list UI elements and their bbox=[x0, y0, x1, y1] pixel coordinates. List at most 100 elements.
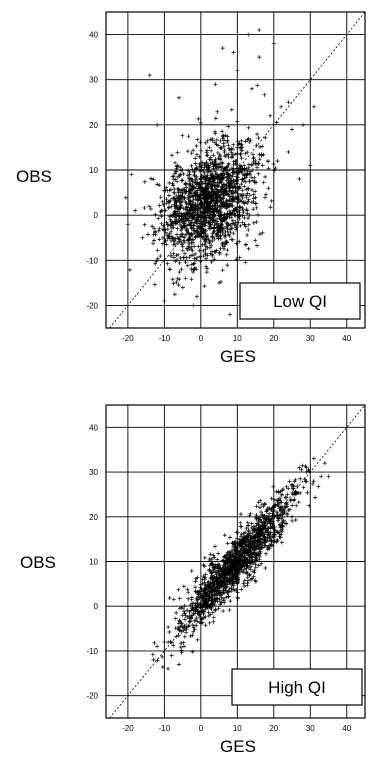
data-point bbox=[222, 600, 227, 605]
data-point bbox=[226, 232, 231, 237]
data-point bbox=[233, 189, 238, 194]
data-point bbox=[182, 617, 187, 622]
data-point bbox=[219, 225, 224, 230]
data-point bbox=[266, 532, 271, 537]
data-point bbox=[167, 596, 172, 601]
data-point bbox=[225, 134, 230, 139]
data-point bbox=[231, 583, 236, 588]
data-point bbox=[213, 140, 218, 145]
data-point bbox=[271, 535, 276, 540]
data-point bbox=[215, 216, 220, 221]
data-point bbox=[239, 143, 244, 148]
data-point bbox=[278, 498, 283, 503]
data-point bbox=[174, 169, 179, 174]
data-point bbox=[216, 211, 221, 216]
data-point-outlier bbox=[275, 158, 280, 163]
data-point bbox=[211, 619, 216, 624]
data-point bbox=[282, 509, 287, 514]
data-point bbox=[204, 270, 209, 275]
data-point bbox=[172, 190, 177, 195]
data-point bbox=[249, 552, 254, 557]
data-point-outlier bbox=[155, 122, 160, 127]
data-point bbox=[254, 143, 259, 148]
data-point bbox=[155, 182, 160, 187]
data-point bbox=[152, 640, 157, 645]
data-point bbox=[237, 163, 242, 168]
data-point bbox=[201, 190, 206, 195]
data-point bbox=[213, 607, 218, 612]
data-point bbox=[178, 256, 183, 261]
data-point bbox=[227, 607, 232, 612]
data-point bbox=[254, 201, 258, 206]
data-point bbox=[254, 220, 259, 225]
data-point bbox=[247, 573, 252, 578]
data-point bbox=[160, 664, 165, 669]
data-point bbox=[196, 116, 201, 121]
data-point bbox=[236, 549, 241, 554]
data-point-outlier bbox=[176, 662, 181, 667]
data-point bbox=[207, 190, 212, 195]
data-point bbox=[217, 195, 222, 200]
data-point bbox=[207, 563, 212, 568]
data-point bbox=[181, 187, 186, 192]
data-point bbox=[246, 222, 251, 227]
data-point-outlier bbox=[304, 470, 309, 475]
data-point bbox=[174, 217, 179, 222]
data-point bbox=[223, 190, 228, 195]
data-point bbox=[191, 240, 196, 245]
data-point bbox=[270, 543, 275, 548]
data-point bbox=[221, 200, 226, 205]
data-point bbox=[194, 267, 199, 272]
data-point bbox=[233, 569, 238, 574]
data-point bbox=[248, 539, 253, 544]
data-point bbox=[256, 161, 261, 166]
data-point bbox=[181, 584, 186, 589]
data-point bbox=[253, 535, 258, 540]
data-point bbox=[177, 237, 182, 242]
data-point bbox=[217, 597, 222, 602]
data-point bbox=[243, 557, 248, 562]
data-point bbox=[249, 175, 254, 180]
data-point bbox=[238, 223, 243, 228]
data-point bbox=[210, 208, 215, 213]
data-point bbox=[202, 197, 207, 202]
data-point bbox=[255, 165, 260, 170]
data-point bbox=[183, 216, 188, 221]
data-point bbox=[191, 261, 196, 266]
data-point bbox=[248, 559, 253, 564]
data-point bbox=[228, 194, 233, 199]
data-point bbox=[181, 213, 186, 218]
data-point bbox=[253, 579, 258, 584]
data-point bbox=[275, 512, 280, 517]
data-point bbox=[192, 228, 197, 233]
data-point bbox=[235, 579, 240, 584]
data-point bbox=[150, 224, 155, 229]
x-tick-label: 10 bbox=[233, 334, 242, 343]
data-point bbox=[235, 139, 240, 144]
data-point bbox=[262, 92, 267, 97]
data-point bbox=[220, 161, 225, 166]
data-point bbox=[186, 237, 191, 242]
data-point bbox=[215, 208, 220, 213]
data-point bbox=[289, 482, 294, 487]
data-point bbox=[293, 517, 298, 522]
data-point bbox=[238, 169, 243, 174]
data-point bbox=[255, 212, 260, 217]
data-point bbox=[205, 602, 210, 607]
data-point bbox=[196, 244, 201, 249]
data-point bbox=[210, 238, 215, 243]
data-point bbox=[180, 244, 185, 249]
data-point bbox=[192, 207, 197, 212]
data-point bbox=[225, 573, 230, 578]
data-point-outlier bbox=[300, 122, 305, 127]
data-point bbox=[190, 248, 195, 253]
data-point bbox=[290, 486, 295, 491]
data-point bbox=[209, 586, 214, 591]
data-point bbox=[229, 568, 234, 573]
y-tick-label: 40 bbox=[89, 31, 98, 40]
data-point bbox=[195, 601, 200, 606]
data-point bbox=[242, 215, 247, 220]
data-point bbox=[212, 225, 217, 230]
data-point-outlier bbox=[220, 46, 225, 51]
data-point bbox=[231, 196, 236, 201]
